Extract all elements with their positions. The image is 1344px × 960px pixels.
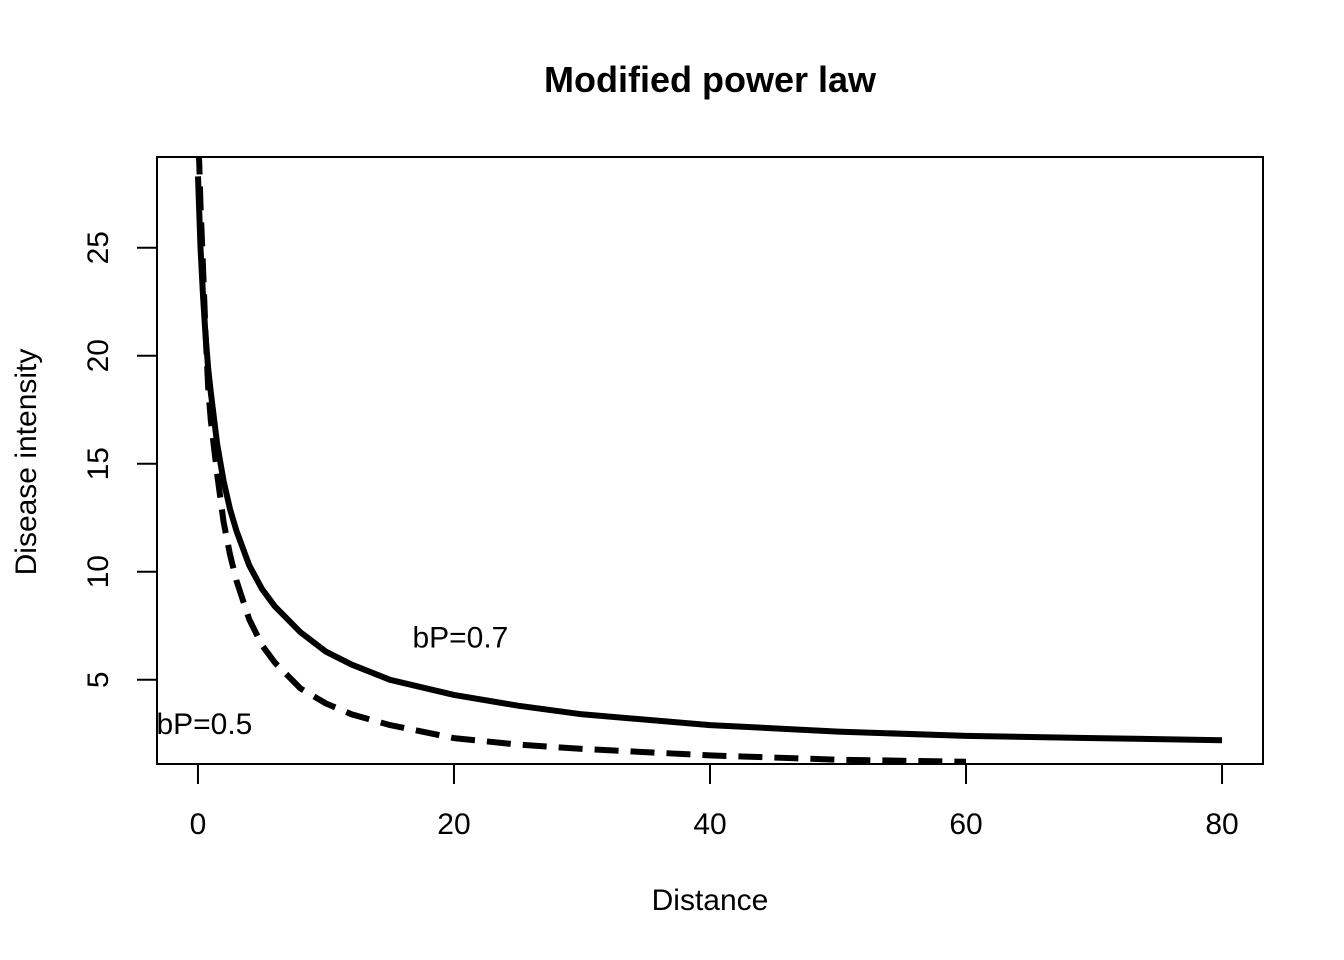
x-tick-label: 20 (437, 808, 470, 841)
x-tick-label: 0 (190, 808, 207, 841)
x-tick-label: 40 (693, 808, 726, 841)
annotation-layer: bP=0.7 bP=0.5 (156, 622, 508, 741)
y-tick-label: 25 (82, 231, 115, 264)
series-line-solid (195, 176, 1223, 744)
x-tick-label: 60 (949, 808, 982, 841)
plot-frame (156, 156, 1264, 765)
y-axis-label: Disease intensity (10, 349, 43, 576)
series-line-dashed (195, 157, 967, 764)
x-tick-label: 80 (1205, 808, 1238, 841)
x-axis: 0 20 40 60 80 (190, 763, 1239, 841)
chart-title: Modified power law (544, 59, 877, 100)
curve-annotation: bP=0.5 (156, 708, 252, 741)
y-tick-label: 15 (82, 447, 115, 480)
y-tick-label: 5 (82, 671, 115, 688)
series-layer (195, 157, 1223, 764)
y-tick-label: 10 (82, 555, 115, 588)
curve-annotation: bP=0.7 (412, 622, 508, 655)
y-axis: 5 10 15 20 25 (82, 231, 158, 688)
x-axis-label: Distance (652, 884, 769, 917)
y-tick-label: 20 (82, 339, 115, 372)
